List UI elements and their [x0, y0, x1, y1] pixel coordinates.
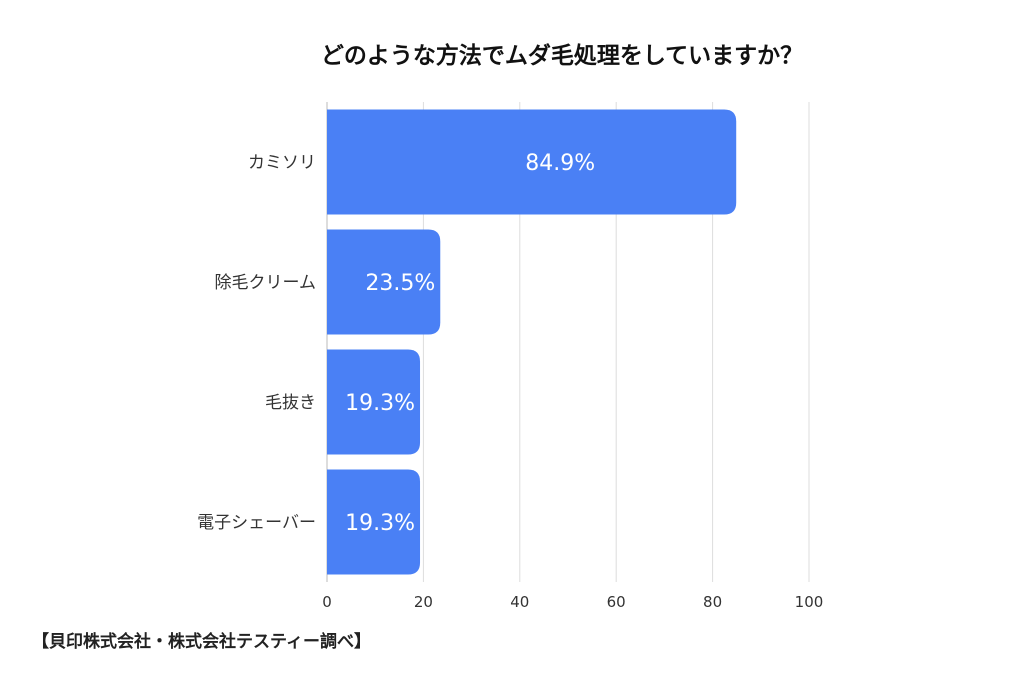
data-label: 84.9% — [525, 151, 595, 176]
data-labels: 84.9% 23.5% 19.3% 19.3% — [345, 151, 595, 536]
bar — [327, 469, 421, 575]
x-tick-label: 80 — [703, 593, 722, 611]
data-label: 23.5% — [365, 271, 435, 296]
x-axis-ticks: 0 20 40 60 80 100 — [322, 593, 823, 611]
category-label: カミソリ — [248, 153, 316, 173]
data-label: 19.3% — [345, 391, 415, 416]
source-note: 【貝印株式会社・株式会社テスティー調べ】 — [32, 632, 371, 652]
bar — [327, 349, 421, 455]
bar — [327, 109, 737, 215]
bar — [327, 229, 441, 335]
x-tick-label: 100 — [795, 593, 824, 611]
x-tick-label: 0 — [322, 593, 332, 611]
category-label: 毛抜き — [265, 393, 316, 413]
x-tick-label: 40 — [510, 593, 529, 611]
chart-title: どのような方法でムダ毛処理をしていますか？ — [320, 43, 804, 69]
data-label: 19.3% — [345, 511, 415, 536]
bars — [327, 109, 737, 575]
category-label: 電子シェーバー — [197, 513, 316, 533]
category-label: 除毛クリーム — [215, 273, 317, 293]
x-tick-label: 60 — [607, 593, 626, 611]
x-tick-label: 20 — [414, 593, 433, 611]
